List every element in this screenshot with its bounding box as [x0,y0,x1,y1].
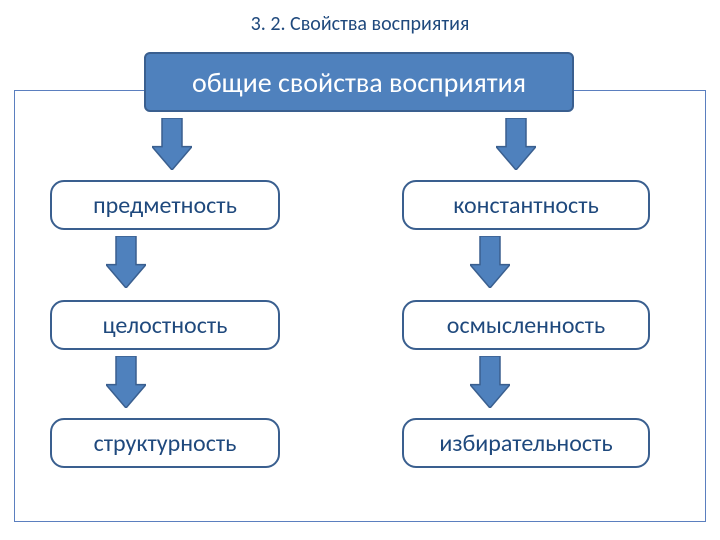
arrow-5 [470,356,510,408]
node-right-2: осмысленность [402,300,650,350]
arrow-3 [106,356,146,408]
node-right-3: избирательность [402,418,650,468]
node-right-1: константность [402,180,650,230]
node-header: общие свойства восприятия [144,52,574,112]
arrow-0 [152,118,192,170]
arrow-1 [496,118,536,170]
node-left-3: структурность [50,418,280,468]
page-title: 3. 2. Свойства восприятия [0,0,720,36]
arrow-4 [470,236,510,288]
node-left-1: предметность [50,180,280,230]
arrow-2 [106,236,146,288]
node-left-2: целостность [50,300,280,350]
